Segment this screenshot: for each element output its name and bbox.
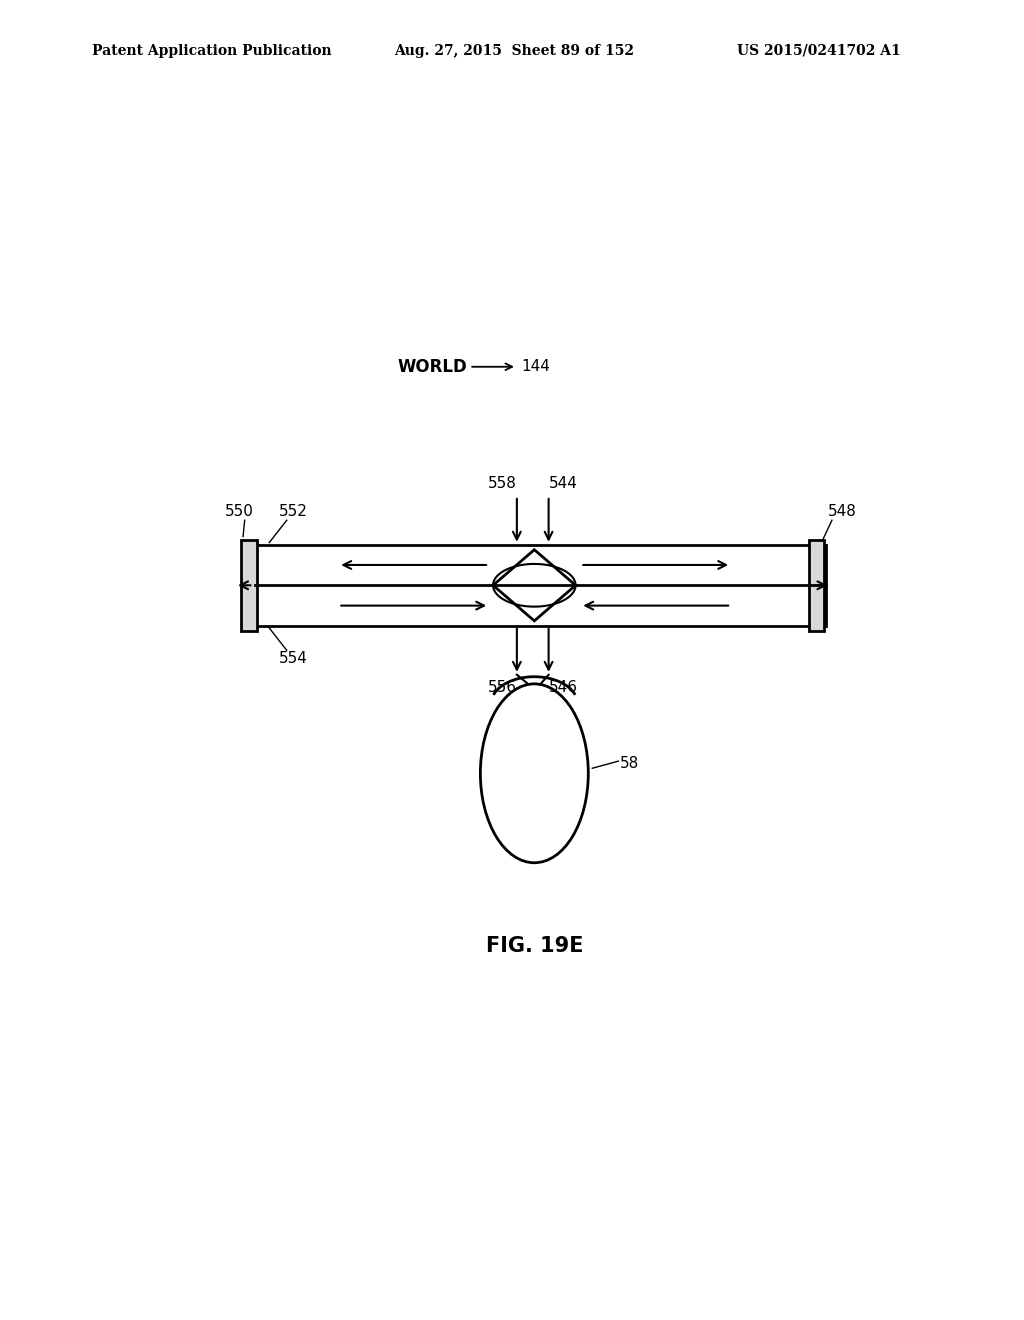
Text: 554: 554 [279, 651, 307, 667]
Text: 550: 550 [224, 504, 254, 519]
Text: 558: 558 [488, 475, 517, 491]
Text: 552: 552 [279, 504, 307, 519]
Text: FIG. 19E: FIG. 19E [485, 936, 583, 956]
Polygon shape [809, 540, 824, 631]
Text: 144: 144 [521, 359, 550, 375]
Text: 58: 58 [621, 755, 639, 771]
Text: 546: 546 [549, 680, 578, 694]
Text: 548: 548 [828, 504, 857, 519]
Text: WORLD: WORLD [398, 358, 468, 376]
Text: Patent Application Publication: Patent Application Publication [92, 44, 332, 58]
Polygon shape [242, 540, 257, 631]
Text: 544: 544 [549, 475, 578, 491]
Text: US 2015/0241702 A1: US 2015/0241702 A1 [737, 44, 901, 58]
Text: Aug. 27, 2015  Sheet 89 of 152: Aug. 27, 2015 Sheet 89 of 152 [394, 44, 634, 58]
Text: 556: 556 [487, 680, 517, 694]
